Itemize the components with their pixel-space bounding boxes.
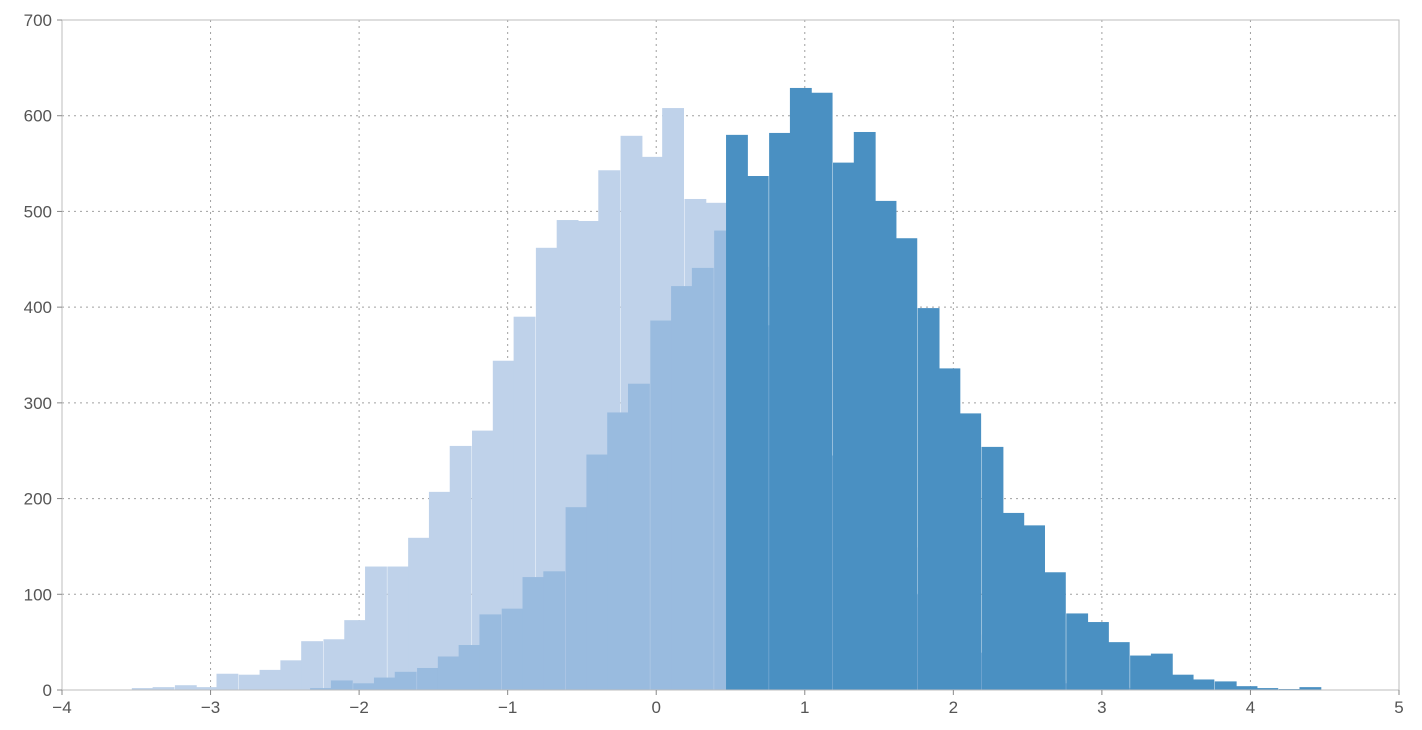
histogram-bar: [323, 639, 346, 690]
histogram-bar: [501, 608, 524, 690]
y-tick-label: 400: [24, 298, 52, 317]
histogram-bar: [769, 132, 791, 690]
histogram-bar: [1087, 622, 1109, 690]
histogram-bar: [1043, 572, 1066, 690]
histogram-bar: [981, 446, 1004, 690]
x-tick-label: 4: [1246, 698, 1255, 717]
x-tick-label: 5: [1394, 698, 1403, 717]
histogram-bar: [301, 641, 324, 690]
x-tick-label: 1: [800, 698, 809, 717]
histogram-bar: [1214, 681, 1237, 690]
series-2: [726, 87, 1322, 691]
x-tick-label: 2: [949, 698, 958, 717]
y-tick-label: 100: [24, 585, 52, 604]
histogram-bar: [607, 412, 630, 690]
histogram-bar: [458, 645, 481, 690]
histogram-bar: [238, 674, 261, 690]
histogram-bar: [959, 413, 982, 690]
histogram-bar: [691, 267, 714, 690]
histogram-bar: [280, 660, 303, 690]
histogram-bar: [259, 669, 282, 690]
histogram-bar: [1192, 679, 1215, 690]
histogram-bar: [1130, 655, 1152, 690]
x-tick-label: 0: [651, 698, 660, 717]
histogram-bar: [1107, 642, 1130, 690]
histogram-bar: [726, 134, 748, 691]
histogram-bars: [131, 87, 1322, 691]
histogram-bar: [938, 368, 961, 690]
histogram-bar: [152, 687, 175, 690]
histogram-bar: [1235, 686, 1258, 690]
histogram-bar: [895, 238, 918, 691]
histogram-bar: [874, 200, 897, 690]
histogram-bar: [833, 162, 855, 691]
histogram-bar: [522, 577, 545, 690]
histogram-bar: [394, 671, 417, 690]
histogram-bar: [789, 87, 812, 690]
histogram-bar: [1066, 613, 1089, 690]
axis-ticks: [57, 19, 1400, 695]
plot-frame: [61, 19, 1400, 691]
histogram-bar: [1150, 653, 1173, 690]
histogram-bar: [1002, 512, 1025, 690]
y-tick-label: 500: [24, 202, 52, 221]
histogram-bar: [1256, 688, 1279, 690]
histogram-bar: [417, 667, 439, 690]
histogram-bar: [310, 688, 332, 690]
histogram-bar: [1023, 525, 1045, 690]
histogram-bar: [365, 566, 387, 690]
histogram-bar: [917, 308, 940, 690]
y-tick-label: 600: [24, 107, 52, 126]
histogram-bar: [131, 688, 154, 690]
histogram-bar: [428, 491, 451, 690]
histogram-bar: [174, 685, 197, 690]
histogram-bar: [216, 673, 239, 690]
histogram-bar: [479, 614, 502, 690]
histogram-bar: [671, 286, 693, 690]
histogram-bar: [353, 683, 376, 690]
x-axis-tick-labels: −4 −3 −2 −1 0 1 2 3 4 5: [52, 698, 1403, 717]
y-axis-tick-labels: 0 100 200 300 400 500 600 700: [24, 11, 52, 700]
histogram-bar: [853, 131, 876, 691]
histogram-bar: [373, 677, 396, 690]
histogram-bar: [492, 360, 515, 690]
histogram-bar: [810, 92, 833, 691]
histogram-bar: [1299, 687, 1322, 690]
histogram-bar: [1171, 674, 1194, 690]
x-tick-label: −2: [349, 698, 368, 717]
x-tick-label: −3: [201, 698, 220, 717]
y-tick-label: 700: [24, 11, 52, 30]
histogram-bar: [650, 320, 673, 690]
x-tick-label: −1: [498, 698, 517, 717]
x-tick-label: −4: [52, 698, 71, 717]
histogram-bar: [628, 383, 650, 690]
histogram-bar: [195, 687, 218, 690]
histogram-bar: [586, 454, 609, 690]
histogram-bar: [387, 566, 410, 690]
x-tick-label: 3: [1097, 698, 1106, 717]
histogram-bar: [449, 445, 472, 690]
histogram-bar: [344, 620, 367, 690]
histogram-bar: [543, 571, 566, 690]
y-tick-label: 0: [43, 681, 52, 700]
y-tick-label: 200: [24, 490, 52, 509]
histogram-bar: [565, 507, 588, 690]
histogram-bar: [437, 656, 460, 690]
histogram-bar: [408, 537, 430, 690]
histogram-bar: [330, 680, 353, 690]
y-tick-label: 300: [24, 394, 52, 413]
histogram-bar: [746, 176, 769, 690]
